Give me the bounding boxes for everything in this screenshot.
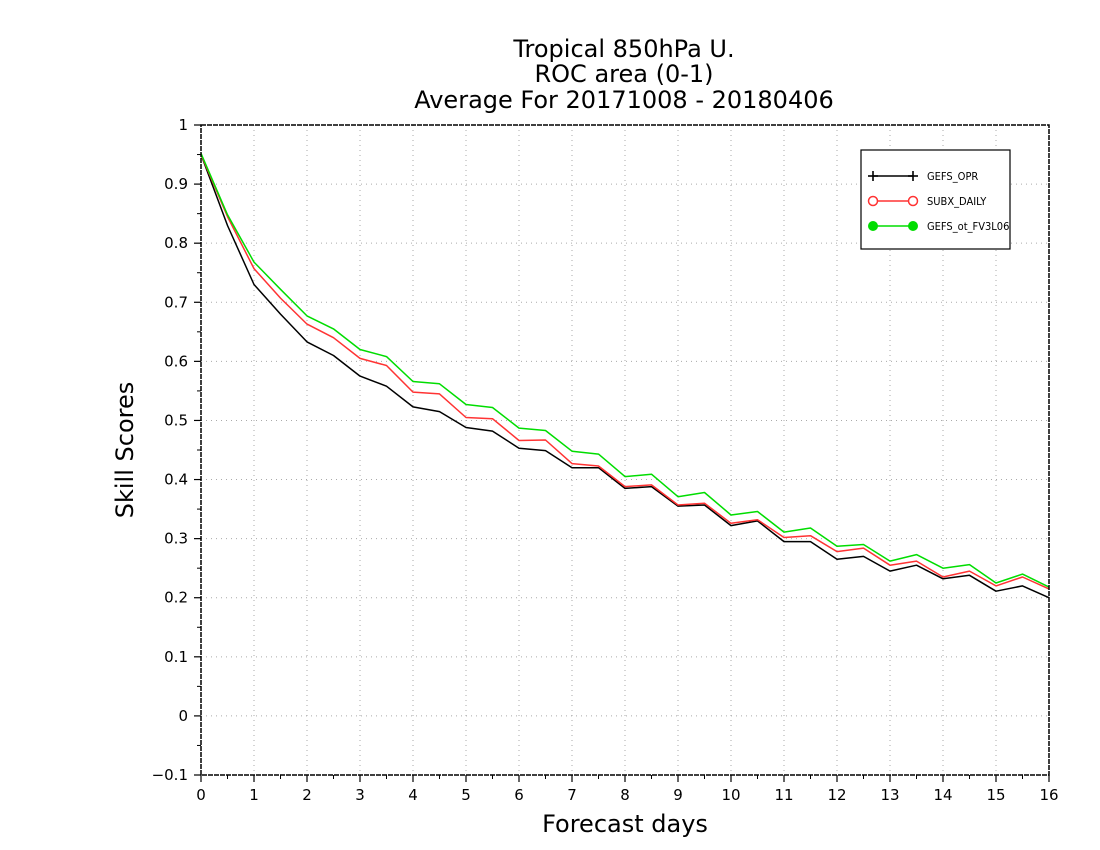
x-tick-label: 1 (249, 786, 259, 804)
y-tick-label: 0.7 (164, 293, 188, 311)
legend-label: GEFS_ot_FV3L06 (927, 220, 1009, 233)
x-tick-label: 8 (620, 786, 630, 804)
legend-box (860, 149, 1011, 250)
title-line-1: Tropical 850hPa U. (512, 35, 734, 63)
x-axis-label: Forecast days (542, 810, 708, 838)
x-tick-label: 12 (827, 786, 846, 804)
open-circle-marker (867, 195, 879, 207)
axis-ticks (194, 124, 1050, 782)
x-tick-label: 7 (567, 786, 577, 804)
y-axis-label: Skill Scores (111, 382, 139, 519)
title-line-2: ROC area (0-1) (534, 60, 713, 88)
x-tick-label: 11 (774, 786, 793, 804)
y-tick-label: 0.8 (164, 234, 188, 252)
x-tick-labels: 0 1 2 3 4 5 6 7 8 9 10 11 12 13 14 15 16 (196, 786, 1058, 804)
x-tick-label: 4 (408, 786, 418, 804)
x-tick-label: 15 (986, 786, 1005, 804)
x-tick-label: 9 (673, 786, 683, 804)
x-tick-label: 10 (721, 786, 740, 804)
y-tick-label: 0.5 (164, 411, 188, 429)
legend-entry: SUBX_DAILY (867, 195, 987, 208)
y-tick-label: 0 (178, 707, 188, 725)
y-tick-label: 0.2 (164, 589, 188, 607)
legend-label: SUBX_DAILY (927, 195, 987, 208)
x-tick-label: 5 (461, 786, 471, 804)
chart-title: Tropical 850hPa U. ROC area (0-1) Averag… (414, 35, 834, 114)
legend-label: GEFS_OPR (927, 170, 978, 183)
y-tick-label: 0.1 (164, 648, 188, 666)
filled-circle-marker (908, 221, 918, 231)
series-line-SUBX_DAILY (200, 154, 1050, 590)
series-layer (200, 153, 1050, 599)
y-tick-label: 0.9 (164, 175, 188, 193)
series-line-GEFS_OPR (200, 154, 1050, 599)
y-tick-label: −0.1 (152, 766, 188, 784)
y-tick-label: 0.4 (164, 471, 188, 489)
legend: GEFS_OPR SUBX_DAILY GEFS_ot_FV3L06 (860, 149, 1011, 250)
y-tick-label: 1 (178, 116, 188, 134)
grid (201, 125, 1049, 775)
x-tick-label: 14 (933, 786, 952, 804)
series-line-GEFS_ot_FV3L06 (200, 153, 1050, 588)
x-tick-label: 2 (302, 786, 312, 804)
x-tick-label: 6 (514, 786, 524, 804)
legend-entry: GEFS_ot_FV3L06 (868, 220, 1009, 233)
y-tick-label: 0.3 (164, 530, 188, 548)
filled-circle-marker (868, 221, 878, 231)
x-tick-label: 3 (355, 786, 365, 804)
y-tick-labels: −0.1 0 0.1 0.2 0.3 0.4 0.5 0.6 0.7 0.8 0.9 1 (152, 116, 188, 784)
open-circle-marker (907, 195, 919, 207)
title-line-3: Average For 20171008 - 20180406 (414, 86, 834, 114)
x-tick-label: 13 (880, 786, 899, 804)
y-tick-label: 0.6 (164, 352, 188, 370)
x-tick-label: 0 (196, 786, 206, 804)
legend-entry: GEFS_OPR (868, 170, 978, 183)
x-tick-label: 16 (1039, 786, 1058, 804)
